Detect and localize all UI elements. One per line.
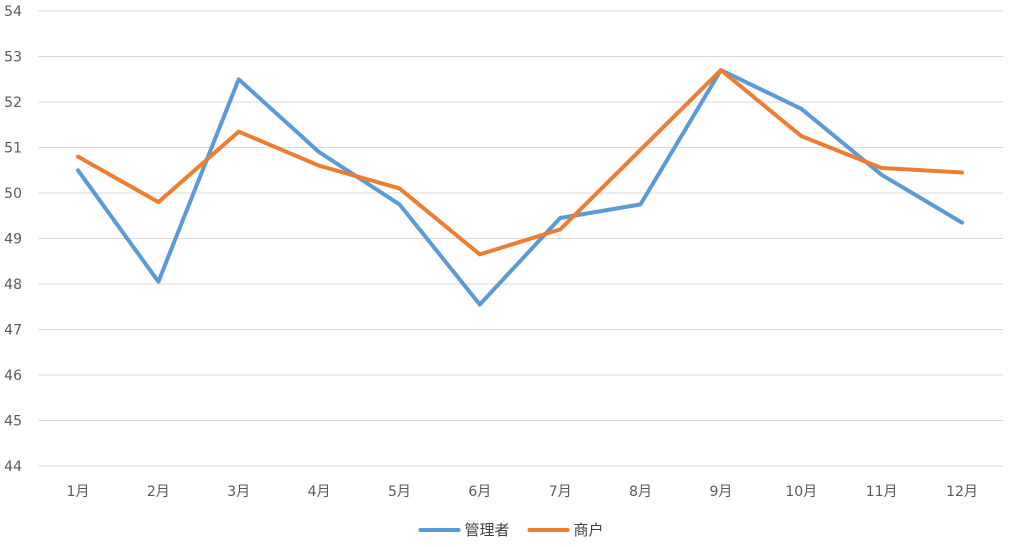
y-tick-label: 54 xyxy=(4,4,22,20)
legend: 管理者 商户 xyxy=(418,521,604,539)
legend-label-0: 管理者 xyxy=(465,521,510,539)
y-tick-label: 49 xyxy=(4,232,22,248)
x-tick-label: 8月 xyxy=(629,484,652,500)
x-tick-label: 1月 xyxy=(67,484,90,500)
y-axis-tick-labels: 44 45 46 47 48 49 50 51 52 53 54 xyxy=(4,4,22,475)
legend-label-1: 商户 xyxy=(574,521,604,539)
y-tick-label: 47 xyxy=(4,323,22,339)
y-tick-label: 53 xyxy=(4,50,22,66)
x-tick-label: 10月 xyxy=(785,484,817,500)
x-tick-label: 3月 xyxy=(227,484,250,500)
series-line-1 xyxy=(76,68,964,257)
series-lines xyxy=(76,68,964,307)
y-tick-label: 52 xyxy=(4,95,22,111)
y-tick-label: 45 xyxy=(4,414,22,430)
x-tick-label: 7月 xyxy=(549,484,572,500)
series-line-0 xyxy=(76,68,964,307)
x-tick-label: 4月 xyxy=(308,484,331,500)
y-tick-label: 46 xyxy=(4,368,22,384)
y-tick-label: 51 xyxy=(4,141,22,157)
x-tick-label: 12月 xyxy=(946,484,978,500)
x-tick-label: 6月 xyxy=(468,484,491,500)
x-tick-label: 5月 xyxy=(388,484,411,500)
y-tick-label: 50 xyxy=(4,186,22,202)
x-tick-label: 9月 xyxy=(709,484,732,500)
y-tick-label: 44 xyxy=(4,459,22,475)
y-tick-label: 48 xyxy=(4,277,22,293)
gridlines xyxy=(38,10,1003,467)
x-tick-label: 11月 xyxy=(866,484,898,500)
x-tick-label: 2月 xyxy=(147,484,170,500)
x-axis-tick-labels: 1月 2月 3月 4月 5月 6月 7月 8月 9月 10月 11月 12月 xyxy=(67,484,978,500)
